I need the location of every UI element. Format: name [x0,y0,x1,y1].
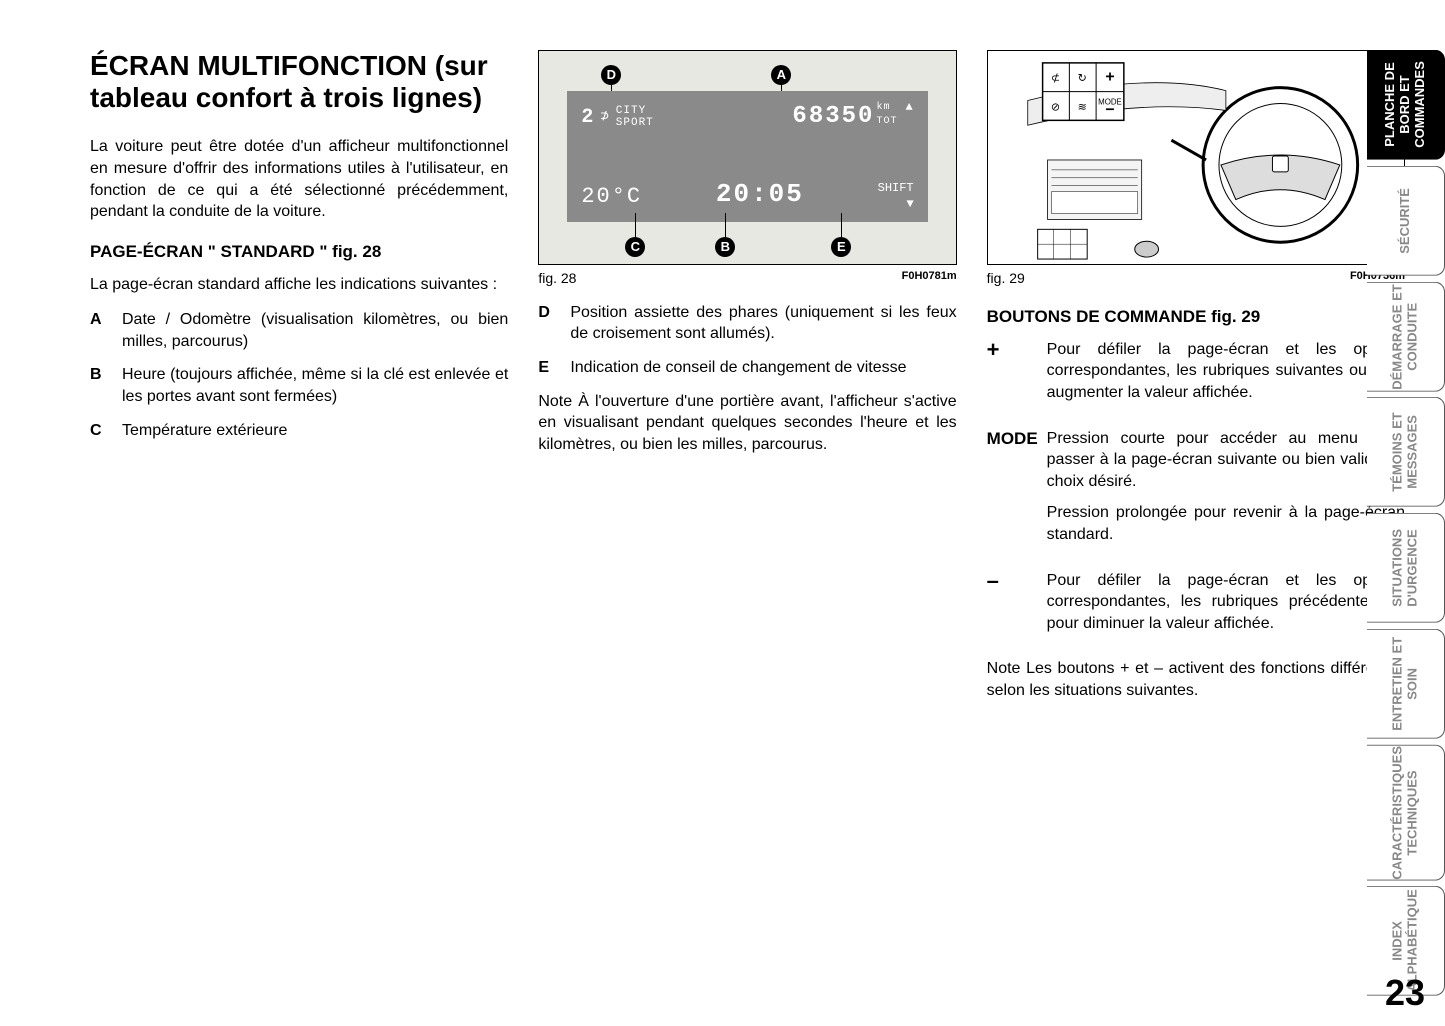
fig28-code: F0H0781m [902,269,957,288]
fig28-caption: fig. 28 F0H0781m [538,269,956,288]
marker-b: B [715,237,735,257]
svg-text:≋: ≋ [1077,101,1086,113]
section3-heading: BOUTONS DE COMMANDE fig. 29 [987,306,1405,329]
svg-text:−: − [1105,101,1114,118]
headlight-icon: ⊅ [600,108,609,127]
fig28-label: fig. 28 [538,269,576,288]
item-list-col2: DPosition assiette des phares (uniquemen… [538,302,956,379]
item-text: Heure (toujours affichée, même si la clé… [122,364,508,407]
dashboard-illustration: + MODE − ⊄ ↻ ⊘ ≋ [988,51,1404,264]
list-item: DPosition assiette des phares (uniquemen… [538,302,956,345]
item-text: Indication de conseil de changement de v… [570,357,956,379]
control-buttons-panel: + MODE − ⊄ ↻ ⊘ ≋ [1042,63,1123,120]
svg-text:+: + [1105,69,1114,86]
button-desc: Pour défiler la page-écran et les option… [1047,339,1405,414]
button-para: Pour défiler la page-écran et les option… [1047,570,1405,635]
button-desc: Pour défiler la page-écran et les option… [1047,570,1405,645]
column-1: ÉCRAN MULTIFONCTION (sur tableau confort… [90,50,508,996]
lcd-temp: 20°C [581,182,642,212]
section1-lead: La page-écran standard affiche les indic… [90,274,508,296]
lcd-odo-unit-tot: TOT [876,116,897,127]
button-desc: Pression courte pour accéder au menu et/… [1047,428,1405,556]
list-item: BHeure (toujours affichée, même si la cl… [90,364,508,407]
note-col3: Note Les boutons + et – activent des fon… [987,658,1405,701]
button-list: +Pour défiler la page-écran et les optio… [987,339,1405,645]
button-item: +Pour défiler la page-écran et les optio… [987,339,1405,414]
column-2: D A 2 ⊅ CITY SPORT [538,50,956,996]
button-item: –Pour défiler la page-écran et les optio… [987,570,1405,645]
svg-text:↻: ↻ [1077,73,1086,85]
marker-c: C [625,237,645,257]
lcd-mode-city: CITY [616,105,646,117]
button-para: Pression courte pour accéder au menu et/… [1047,428,1405,493]
item-text: Température extérieure [122,420,508,442]
fig28-box: D A 2 ⊅ CITY SPORT [538,50,956,265]
item-text: Position assiette des phares (uniquement… [570,302,956,345]
side-tab[interactable]: TÉMOINS ET MESSAGES [1367,397,1445,507]
item-key: A [90,309,122,352]
note-col2: Note À l'ouverture d'une portière avant,… [538,391,956,456]
button-key: MODE [987,428,1047,556]
lcd-display: 2 ⊅ CITY SPORT 68350 km TOT [567,91,927,222]
marker-d: D [601,65,621,85]
lcd-mode-sport: SPORT [616,117,654,129]
lcd-odometer: 68350 [792,101,874,133]
item-list-col1: ADate / Odomètre (visualisation kilomètr… [90,309,508,441]
item-key: B [90,364,122,407]
down-triangle-icon: ▼ [906,197,913,211]
fig29-box: + MODE − ⊄ ↻ ⊘ ≋ [987,50,1405,265]
button-key: + [987,339,1047,414]
side-tab[interactable]: SÉCURITÉ [1367,166,1445,276]
column-3: + MODE − ⊄ ↻ ⊘ ≋ [987,50,1405,996]
marker-e: E [831,237,851,257]
marker-a: A [771,65,791,85]
item-text: Date / Odomètre (visualisation kilomètre… [122,309,508,352]
svg-text:⊘: ⊘ [1051,101,1060,113]
page-number: 23 [1385,972,1425,1014]
lcd-time: 20:05 [716,177,804,212]
list-item: CTempérature extérieure [90,420,508,442]
fig29-label: fig. 29 [987,269,1025,288]
item-key: D [538,302,570,345]
button-para: Pour défiler la page-écran et les option… [1047,339,1405,404]
svg-text:⊄: ⊄ [1051,73,1060,85]
up-triangle-icon: ▲ [905,101,913,113]
button-item: MODEPression courte pour accéder au menu… [987,428,1405,556]
button-key: – [987,570,1047,645]
page-content: ÉCRAN MULTIFONCTION (sur tableau confort… [0,0,1445,1026]
list-item: ADate / Odomètre (visualisation kilomètr… [90,309,508,352]
lcd-shift: SHIFT [878,181,914,195]
intro-paragraph: La voiture peut être dotée d'un afficheu… [90,136,508,222]
item-key: C [90,420,122,442]
item-key: E [538,357,570,379]
lower-buttons [1037,229,1087,259]
side-tab[interactable]: DÉMARRAGE ET CONDUITE [1367,282,1445,392]
section1-heading: PAGE-ÉCRAN " STANDARD " fig. 28 [90,241,508,264]
side-tab[interactable]: CARACTÉRISTIQUES TECHNIQUES [1367,745,1445,881]
side-tab[interactable]: SITUATIONS D'URGENCE [1367,513,1445,623]
side-tab[interactable]: PLANCHE DE BORD ET COMMANDES [1367,50,1445,160]
button-para: Pression prolongée pour revenir à la pag… [1047,502,1405,545]
page-title: ÉCRAN MULTIFONCTION (sur tableau confort… [90,50,508,114]
side-tab[interactable]: ENTRETIEN ET SOIN [1367,629,1445,739]
figure-28: D A 2 ⊅ CITY SPORT [538,50,956,288]
fig29-caption: fig. 29 F0H0736m [987,269,1405,288]
list-item: EIndication de conseil de changement de … [538,357,956,379]
lcd-gear: 2 [581,104,594,131]
lcd-odo-unit-km: km [876,102,890,113]
side-tabs: PLANCHE DE BORD ET COMMANDESSÉCURITÉDÉMA… [1367,50,1445,996]
figure-29: + MODE − ⊄ ↻ ⊘ ≋ [987,50,1405,288]
